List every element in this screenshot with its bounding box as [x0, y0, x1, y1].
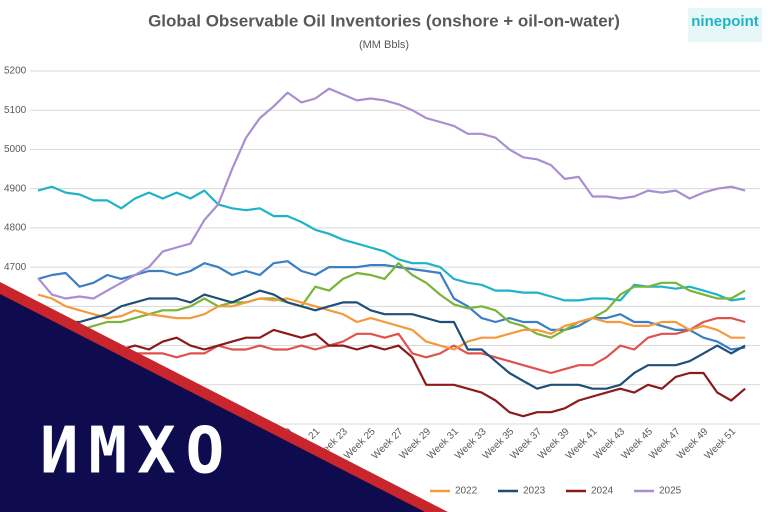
series-line [37, 289, 746, 390]
series-line [37, 87, 746, 300]
series-line [37, 262, 746, 339]
overlay-banner [0, 294, 425, 512]
overlay: ИМХО [0, 282, 448, 512]
series-line [37, 317, 746, 375]
chart-subtitle: (MM Bbls) [359, 39, 409, 51]
legend-label: 2025 [659, 486, 682, 497]
y-tick-label: 5000 [4, 144, 27, 155]
logo-box [688, 8, 762, 42]
y-tick-label: 4800 [4, 223, 27, 234]
y-tick-label: 4900 [4, 183, 27, 194]
y-tick-label: 4700 [4, 262, 27, 273]
logo-text: ninepoint [691, 13, 759, 30]
legend-label: 2024 [591, 486, 614, 497]
logo: ninepoint [688, 8, 762, 42]
series-line [37, 293, 746, 351]
chart-title: Global Observable Oil Inventories (onsho… [148, 11, 620, 30]
y-tick-label: 5200 [4, 66, 27, 77]
legend-label: 2022 [455, 486, 478, 497]
series-line [37, 185, 746, 302]
y-tick-label: 5100 [4, 105, 27, 116]
series-line [37, 328, 746, 418]
overlay-text: ИМХО [40, 415, 234, 489]
legend-label: 2023 [523, 486, 546, 497]
x-tick-label: Week 51 [703, 426, 739, 462]
series-line [37, 260, 746, 351]
